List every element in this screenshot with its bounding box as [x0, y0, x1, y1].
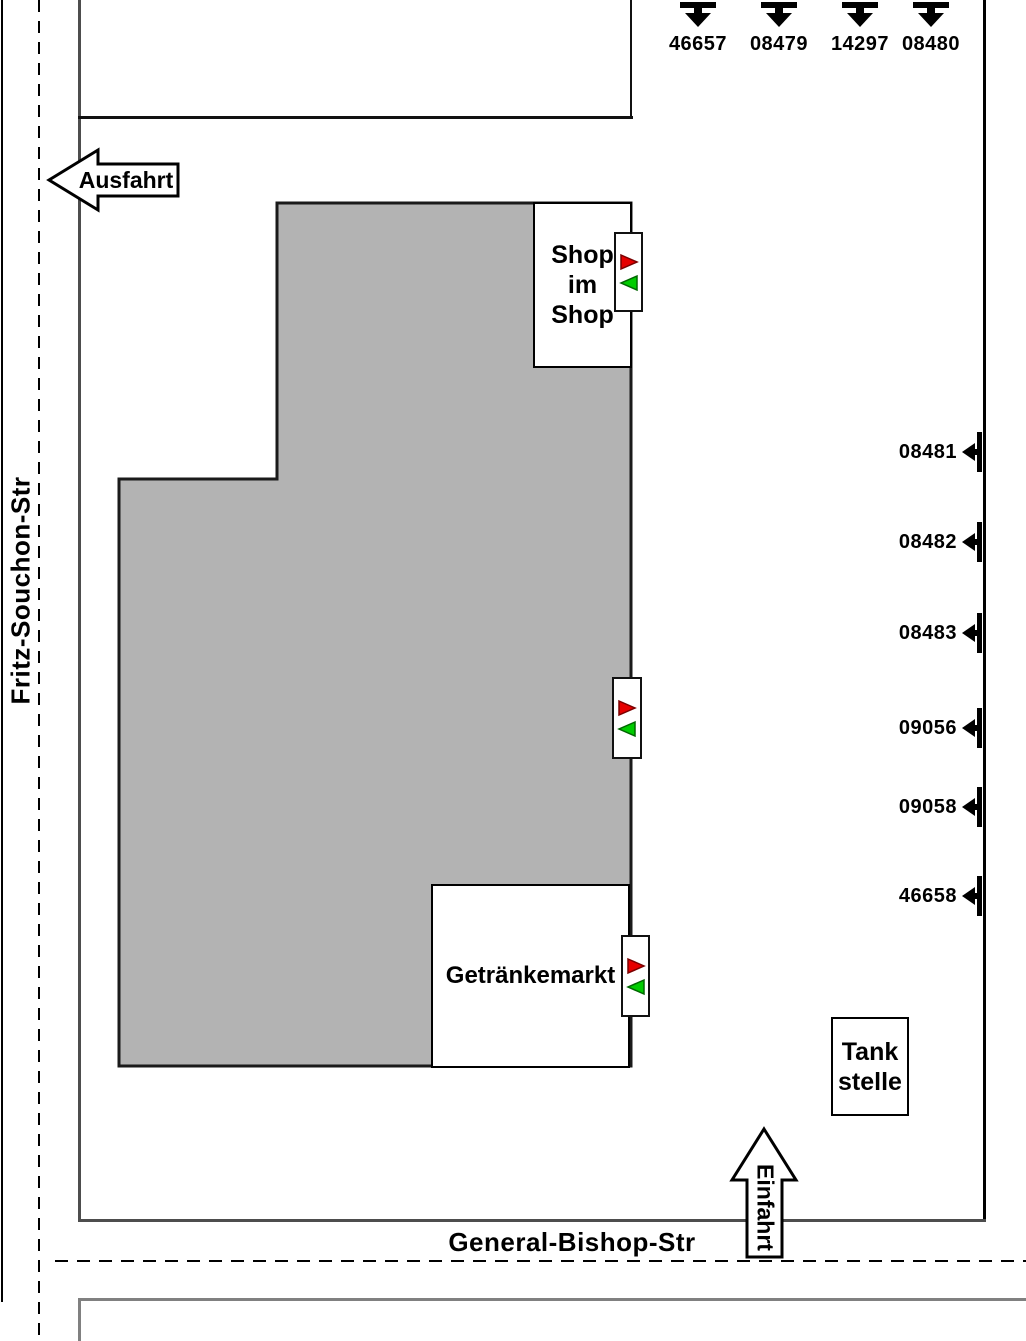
shop-in-shop-area: Shop im Shop	[533, 202, 632, 368]
street-left-centerline	[38, 0, 40, 1341]
billboard-left-icon	[962, 876, 982, 916]
billboard-left-icon	[962, 432, 982, 472]
ad-space-id: 09058	[898, 795, 957, 818]
billboard-down-icon	[913, 2, 949, 27]
entrance-arrow-label: Einfahrt	[752, 1164, 779, 1251]
billboard-left-icon	[962, 613, 982, 653]
ad-space-marker-top[interactable]: 08480	[891, 2, 971, 56]
shop-in-shop-label-line2: im	[567, 271, 598, 299]
lot-boundary-left	[78, 0, 81, 1222]
street-name-bottom: General-Bishop-Str	[448, 1227, 696, 1257]
ad-space-id: 08479	[749, 33, 809, 55]
drinks-market-label: Getränkemarkt	[445, 962, 616, 989]
street-name-left: Fritz-Souchon-Str	[5, 476, 36, 705]
ad-space-id: 46658	[898, 884, 957, 907]
green-left-triangle-icon	[617, 720, 636, 737]
door-marker-drinks-market	[621, 935, 650, 1017]
shop-in-shop-label-line1: Shop	[551, 241, 614, 269]
gas-station-area: Tank stelle	[831, 1017, 909, 1116]
red-right-triangle-icon	[626, 957, 646, 974]
gas-station-label-line1: Tank	[841, 1037, 899, 1066]
ad-space-marker-right[interactable]: 08481	[855, 430, 983, 474]
billboard-area-left-line	[630, 0, 632, 117]
shop-in-shop-label-line3: Shop	[551, 301, 614, 329]
exit-arrow-icon	[46, 147, 180, 213]
ad-space-id: 08481	[898, 440, 957, 463]
ad-space-marker-top[interactable]: 08479	[739, 2, 819, 56]
billboard-left-icon	[962, 522, 982, 562]
red-right-triangle-icon	[618, 699, 637, 716]
ad-space-marker-right[interactable]: 09056	[855, 706, 983, 750]
street-left-curb-line	[1, 0, 3, 1302]
ad-space-marker-top[interactable]: 46657	[658, 2, 738, 56]
ad-space-id: 08480	[901, 33, 961, 55]
ad-space-id: 08482	[898, 530, 957, 553]
south-block-left-line	[78, 1298, 81, 1341]
ad-space-id: 46657	[668, 33, 728, 55]
ad-space-id: 08483	[898, 621, 957, 644]
drinks-market-area: Getränkemarkt	[431, 884, 630, 1068]
billboard-down-icon	[842, 2, 878, 27]
exit-arrow-label: Ausfahrt	[78, 167, 174, 193]
ad-space-marker-right[interactable]: 08483	[855, 611, 983, 655]
lot-boundary-top	[78, 116, 633, 119]
ad-space-marker-right[interactable]: 08482	[855, 520, 983, 564]
billboard-left-icon	[962, 708, 982, 748]
billboard-down-icon	[761, 2, 797, 27]
south-block-top-line	[78, 1298, 1026, 1301]
lot-boundary-right	[983, 0, 986, 1222]
red-right-triangle-icon	[619, 253, 639, 270]
green-left-triangle-icon	[618, 274, 638, 291]
billboard-left-icon	[962, 787, 982, 827]
ad-space-marker-right[interactable]: 46658	[855, 874, 983, 918]
billboard-down-icon	[680, 2, 716, 27]
ad-space-id: 14297	[830, 33, 890, 55]
ad-space-marker-top[interactable]: 14297	[820, 2, 900, 56]
ad-space-id: 09056	[898, 716, 957, 739]
gas-station-label-line2: stelle	[838, 1067, 902, 1096]
ad-space-marker-right[interactable]: 09058	[855, 785, 983, 829]
entrance-arrow-icon	[729, 1126, 799, 1259]
door-marker-shop-in-shop	[614, 232, 643, 312]
street-bottom-centerline	[55, 1260, 1026, 1262]
door-marker-main	[612, 677, 642, 759]
lot-boundary-bottom	[78, 1219, 986, 1222]
green-left-triangle-icon	[625, 978, 645, 995]
